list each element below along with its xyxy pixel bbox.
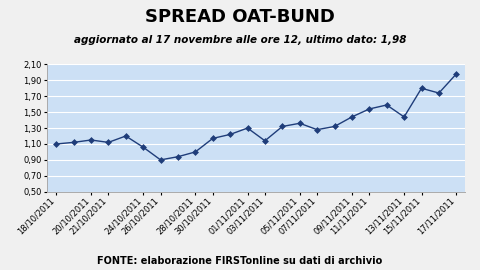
Text: aggiornato al 17 novembre alle ore 12, ultimo dato: 1,98: aggiornato al 17 novembre alle ore 12, u… — [74, 35, 406, 45]
Text: SPREAD OAT-BUND: SPREAD OAT-BUND — [145, 8, 335, 26]
Text: FONTE: elaborazione FIRSTonline su dati di archivio: FONTE: elaborazione FIRSTonline su dati … — [97, 256, 383, 266]
